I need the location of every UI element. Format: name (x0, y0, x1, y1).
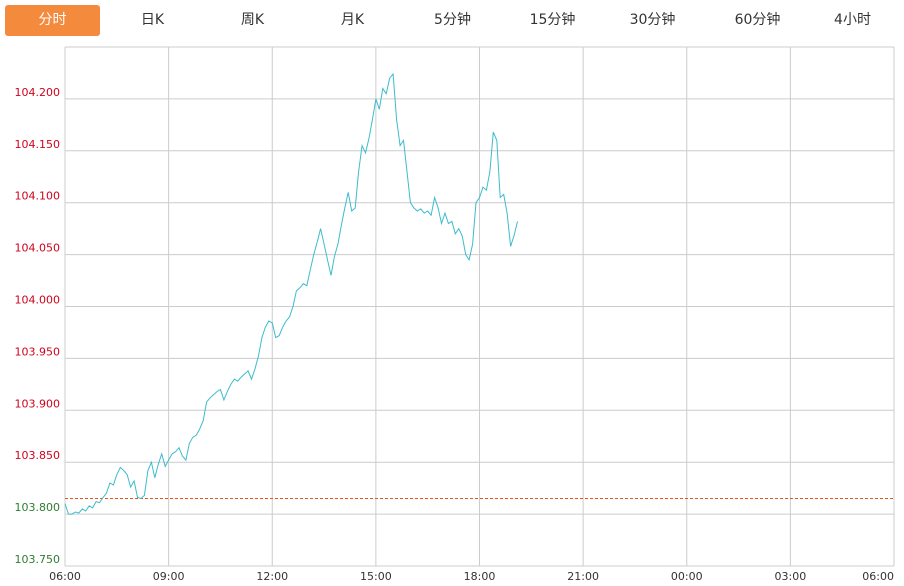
tab-daily-k[interactable]: 日K (140, 12, 165, 28)
y-tick-label: 103.950 (15, 345, 61, 358)
y-tick-label: 104.200 (15, 86, 61, 99)
chart-grid (64, 46, 895, 567)
tab-5-minute[interactable]: 5分钟 (434, 12, 471, 28)
x-tick-label: 18:00 (464, 570, 496, 583)
timeframe-tab-bar: 分时 日K 周K 月K 5分钟 15分钟 30分钟 60分钟 4小时 (0, 0, 904, 40)
y-tick-label: 104.100 (15, 190, 61, 203)
y-tick-label: 103.800 (15, 501, 61, 514)
x-axis-labels: 06:00 09:00 12:00 15:00 18:00 21:00 00:00 03:00… (49, 570, 894, 583)
x-tick-label: 15:00 (360, 570, 392, 583)
x-tick-label: 00:00 (671, 570, 703, 583)
y-tick-label: 103.850 (15, 449, 61, 462)
x-tick-label: 06:00 (49, 570, 81, 583)
y-tick-label: 104.000 (15, 294, 61, 307)
y-tick-label: 104.150 (15, 138, 61, 151)
tab-4-hour[interactable]: 4小时 (834, 12, 871, 28)
y-tick-label: 104.050 (15, 242, 61, 255)
tab-15-minute[interactable]: 15分钟 (529, 12, 576, 28)
x-tick-label: 09:00 (153, 570, 185, 583)
x-tick-label: 03:00 (775, 570, 807, 583)
x-tick-label: 06:00 (862, 570, 894, 583)
y-tick-label: 103.900 (15, 397, 61, 410)
x-tick-label: 12:00 (256, 570, 288, 583)
tab-weekly-k[interactable]: 周K (240, 12, 265, 28)
y-axis-labels: 103.750 103.800 103.850 103.900 103.950 104.0… (15, 86, 61, 566)
x-tick-label: 21:00 (567, 570, 599, 583)
price-line (64, 72, 518, 515)
tab-intraday[interactable]: 分时 (5, 5, 100, 36)
tab-monthly-k[interactable]: 月K (340, 12, 365, 28)
tab-30-minute[interactable]: 30分钟 (629, 12, 676, 28)
tab-60-minute[interactable]: 60分钟 (734, 12, 781, 28)
y-tick-label: 103.750 (15, 553, 61, 566)
